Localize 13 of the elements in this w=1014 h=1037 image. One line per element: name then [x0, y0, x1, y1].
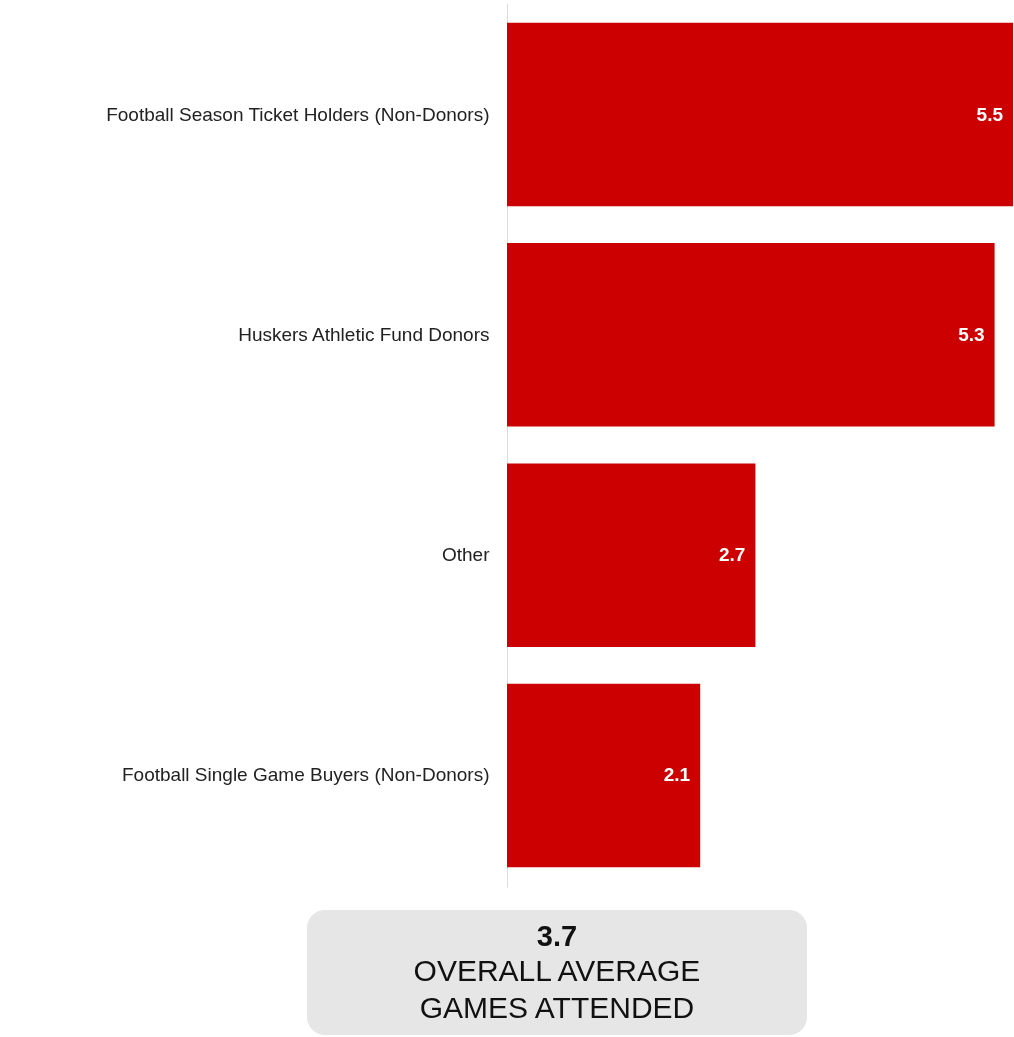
data-label: 5.3	[958, 323, 985, 345]
y-tick-label: Football Single Game Buyers (Non-Donors)	[122, 764, 490, 786]
y-tick-label: Other	[441, 544, 491, 566]
y-tick-label: Football Season Ticket Holders (Non-Donors)	[106, 103, 490, 125]
data-label: 2.1	[663, 764, 691, 786]
bar	[507, 683, 701, 868]
summary-card: 3.7 OVERALL AVERAGE GAMES ATTENDED	[307, 910, 807, 1035]
bar	[507, 243, 995, 427]
data-label: 5.5	[976, 103, 1004, 125]
y-tick-label: Huskers Athletic Fund Donors	[238, 323, 490, 345]
data-label: 2.7	[718, 544, 746, 566]
bar	[507, 22, 1013, 207]
bar	[507, 463, 756, 647]
